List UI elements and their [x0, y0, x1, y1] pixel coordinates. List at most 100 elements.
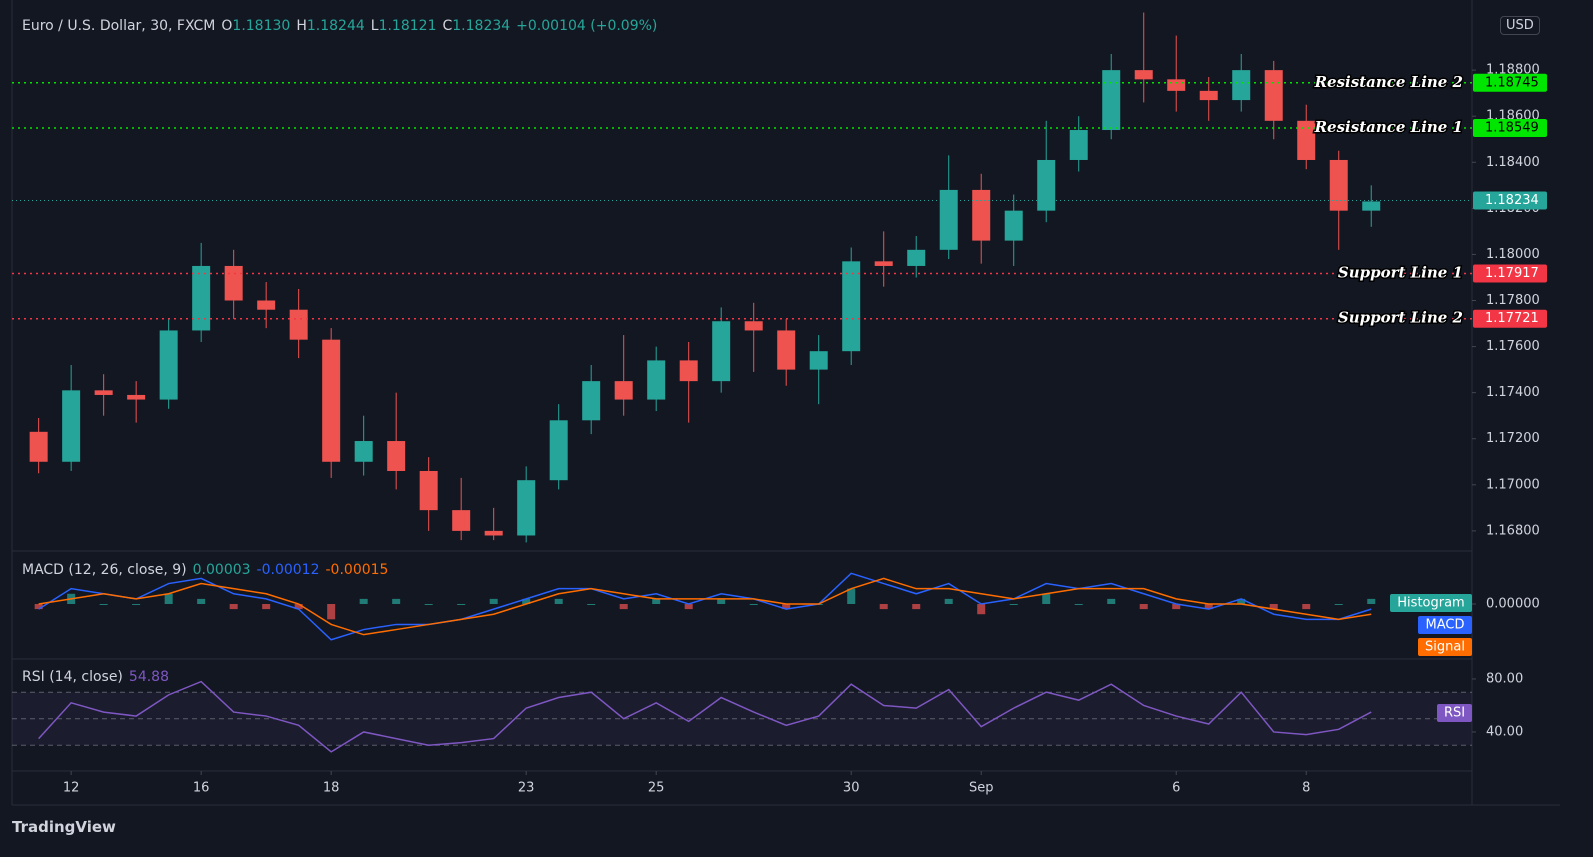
- candle-body: [224, 265, 243, 301]
- y-tick-label: 1.17400: [1486, 385, 1540, 400]
- candle-body: [322, 339, 341, 462]
- histogram-bar: [1269, 604, 1278, 610]
- candle-body: [1069, 130, 1088, 160]
- ohlc-label: L: [370, 18, 379, 34]
- readout: 54.88: [128, 669, 169, 685]
- x-tick-label: 25: [648, 781, 665, 796]
- x-tick-label: 30: [843, 781, 860, 796]
- price-legend: Euro / U.S. Dollar, 30, FXCM O1.18130 H1.1…: [22, 18, 663, 34]
- level-tag: 1.18549: [1485, 120, 1539, 135]
- level-tag-box: [1473, 309, 1547, 328]
- candle-body: [127, 394, 146, 400]
- candle-body: [744, 321, 763, 331]
- histogram-bar: [359, 598, 368, 604]
- x-tick-label: Sep: [969, 781, 994, 796]
- histogram-bar: [847, 588, 856, 604]
- last-price-tag: 1.18234: [1485, 193, 1539, 208]
- currency[interactable]: USD: [1500, 16, 1540, 35]
- ohlc-value: 1.18244: [306, 18, 365, 34]
- candle-body: [94, 390, 113, 395]
- histogram-bar: [684, 604, 693, 610]
- histogram-bar: [782, 604, 791, 610]
- legend-tag: Signal: [1425, 640, 1465, 655]
- ohlc-label: C: [442, 18, 453, 34]
- histogram-bar: [749, 604, 758, 605]
- candle-body: [452, 510, 471, 531]
- candle-body: [1037, 159, 1056, 211]
- indicator-title: RSI (14, close): [22, 669, 123, 685]
- x-tick-label: 12: [63, 781, 80, 796]
- histogram-bar: [457, 604, 466, 605]
- histogram-bar: [197, 598, 206, 604]
- last-price-tag-box: [1473, 191, 1547, 210]
- histogram-bar: [1237, 598, 1246, 604]
- histogram-bar: [1107, 598, 1116, 604]
- histogram-bar: [1172, 604, 1181, 610]
- candle-body: [712, 321, 731, 382]
- candle-body: [1134, 70, 1153, 80]
- histogram-bar: [977, 604, 986, 615]
- legend-tag: Histogram: [1397, 596, 1464, 611]
- histogram-bar: [132, 604, 141, 605]
- histogram-bar: [717, 598, 726, 604]
- x-tick-label: 8: [1302, 781, 1310, 796]
- rsi-line: [38, 680, 1372, 753]
- y-tick-label: 1.17000: [1486, 477, 1540, 492]
- candle-body: [1362, 201, 1381, 211]
- y-tick-label: 40.00: [1486, 724, 1523, 739]
- histogram-bar: [1139, 604, 1148, 610]
- readout: -0.00012: [256, 562, 320, 578]
- histogram-bar: [164, 593, 173, 604]
- histogram-bar: [554, 598, 563, 604]
- candle-body: [1004, 210, 1023, 241]
- level-label: Resistance Line 2: [1314, 73, 1463, 91]
- histogram-bar: [1204, 604, 1213, 610]
- ohlc-label: O: [221, 18, 233, 34]
- histogram-bar: [522, 598, 531, 604]
- histogram-bar: [424, 604, 433, 605]
- histogram-bar: [944, 598, 953, 604]
- candle-body: [1102, 70, 1121, 131]
- candle-body: [1297, 120, 1316, 160]
- level-label: Support Line 2: [1338, 309, 1463, 327]
- legend-tag-box: [1418, 638, 1472, 656]
- histogram-bar: [619, 604, 628, 610]
- candle-body: [387, 441, 406, 471]
- y-tick-label: 80.00: [1486, 671, 1523, 686]
- histogram-bar: [34, 604, 43, 610]
- level-label: Resistance Line 1: [1314, 118, 1463, 136]
- candle-body: [679, 360, 698, 382]
- histogram-bar: [99, 604, 108, 605]
- level-tag-box: [1473, 73, 1547, 92]
- readout: 0.00003: [192, 562, 251, 578]
- y-tick-label: 0.00000: [1486, 597, 1540, 612]
- candle-body: [1232, 70, 1251, 101]
- histogram-bar: [489, 598, 498, 604]
- x-tick-label: 16: [193, 781, 210, 796]
- candle-body: [614, 381, 633, 400]
- candle-body: [777, 330, 796, 370]
- level-label: Support Line 1: [1338, 264, 1463, 282]
- candle-body: [62, 390, 81, 462]
- legend-tag: MACD: [1426, 618, 1465, 633]
- candle-body: [874, 261, 893, 266]
- candle-body: [289, 309, 308, 340]
- histogram-bar: [1367, 598, 1376, 604]
- x-tick-label: 6: [1172, 781, 1180, 796]
- candle-body: [419, 470, 438, 511]
- ohlc-value: 1.18121: [378, 18, 437, 34]
- symbol-title: Euro / U.S. Dollar, 30, FXCM: [22, 18, 216, 34]
- legend-tag-box: [1390, 594, 1472, 612]
- level-tag: 1.17721: [1485, 311, 1539, 326]
- candle-body: [192, 265, 211, 331]
- histogram-bar: [294, 604, 303, 610]
- candle-body: [972, 189, 991, 241]
- branding: TradingView: [12, 818, 116, 836]
- indicator-title: MACD (12, 26, close, 9): [22, 562, 187, 578]
- x-tick-label: 23: [518, 781, 535, 796]
- candle-body: [1199, 90, 1218, 101]
- legend-tag: RSI: [1444, 706, 1465, 721]
- y-tick-label: 1.16800: [1486, 523, 1540, 538]
- ohlc-value: 1.18234: [452, 18, 511, 34]
